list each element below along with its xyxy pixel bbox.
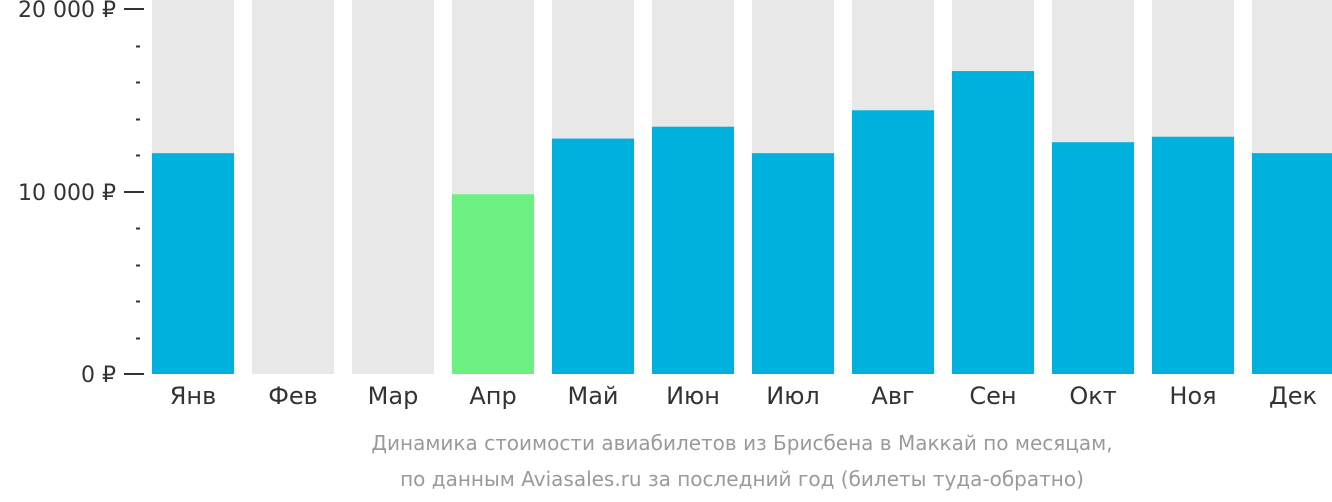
x-tick-label-1: Янв (170, 382, 217, 410)
x-tick-label-9: Сен (969, 382, 1016, 410)
bar-background-2 (252, 0, 334, 374)
bar-11 (1152, 136, 1234, 374)
x-tick-label-4: Апр (469, 382, 516, 410)
x-tick-label-5: Май (567, 382, 618, 410)
x-tick-label-10: Окт (1069, 382, 1116, 410)
x-tick-label-7: Июл (766, 382, 820, 410)
x-tick-label-11: Ноя (1169, 382, 1216, 410)
y-tick-label-3: 20 000 ₽ (18, 0, 116, 23)
chart-caption-line-2: по данным Aviasales.ru за последний год … (400, 467, 1084, 491)
y-tick-label-1: 0 ₽ (81, 363, 116, 388)
bar-5 (552, 138, 634, 374)
bar-background-3 (352, 0, 434, 374)
x-tick-label-3: Мар (368, 382, 419, 410)
bar-1 (152, 153, 234, 374)
price-bar-chart: Янв Фев Мар Апр Май Июн Июл Авг Сен Окт Ноя Дек 0 ₽ 1… (18, 0, 1332, 410)
x-tick-label-12: Дек (1269, 382, 1317, 410)
bar-6 (652, 126, 734, 375)
bar-12 (1252, 153, 1332, 374)
chart-caption-line-1: Динамика стоимости авиабилетов из Брисбе… (371, 431, 1113, 455)
x-tick-label-6: Июн (666, 382, 720, 410)
bar-10 (1052, 142, 1134, 374)
bar-4 (452, 194, 534, 374)
x-tick-label-8: Авг (871, 382, 914, 410)
x-tick-label-2: Фев (268, 382, 318, 410)
bar-7 (752, 153, 834, 374)
bar-9 (952, 71, 1034, 375)
bar-8 (852, 110, 934, 374)
y-tick-label-2: 10 000 ₽ (18, 181, 116, 206)
